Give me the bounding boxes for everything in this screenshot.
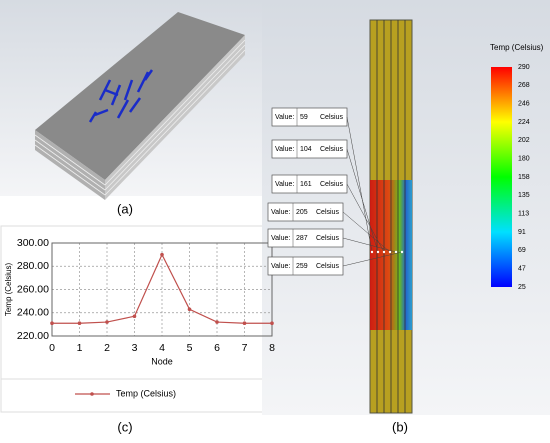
x-tick-label: 2 — [104, 342, 110, 354]
y-tick-label: 220.00 — [17, 330, 49, 342]
colorbar-tick: 246 — [518, 101, 530, 108]
probe-label: Value: — [275, 146, 294, 153]
x-tick-label: 8 — [269, 342, 275, 354]
probe-leader — [346, 148, 379, 253]
x-axis-label: Node — [151, 356, 173, 366]
colorbar-tick: 69 — [518, 247, 526, 254]
colorbar-tick: 180 — [518, 156, 530, 163]
y-tick-label: 280.00 — [17, 260, 49, 272]
chart-frame — [0, 225, 270, 413]
colorbar — [491, 67, 512, 287]
heat-source-arrows — [88, 69, 154, 123]
probe-point — [394, 250, 398, 254]
probe-label: Value: — [271, 263, 290, 270]
probe-unit: Celsius — [316, 263, 339, 270]
probe-label: Value: — [275, 114, 294, 121]
probe-unit: Celsius — [316, 209, 339, 216]
point — [105, 320, 109, 324]
colorbar-tick: 113 — [518, 211, 529, 218]
legend-marker — [90, 392, 94, 396]
x-tick-label: 7 — [242, 342, 248, 354]
panel-label: (a) — [117, 201, 133, 216]
x-tick-label: 0 — [49, 342, 55, 354]
probe-point — [400, 250, 404, 254]
probe-value: 259 — [296, 263, 308, 270]
colorbar-tick: 268 — [518, 82, 530, 89]
point — [187, 307, 192, 312]
colorbar-title: Temp (Celsius) — [490, 43, 544, 52]
probe-unit: Celsius — [320, 146, 343, 153]
y-tick-label: 300.00 — [17, 237, 49, 249]
colorbar-tick: 202 — [518, 137, 530, 144]
probe-point — [370, 250, 374, 254]
probe-point — [388, 250, 392, 254]
point — [50, 321, 54, 326]
probe-point — [382, 250, 386, 254]
colorbar-tick: 91 — [518, 229, 526, 236]
colorbar-tick: 290 — [518, 64, 530, 71]
probe-leader — [342, 251, 403, 267]
x-tick-label: 1 — [77, 342, 83, 354]
point — [215, 320, 219, 324]
plot-border — [51, 242, 273, 337]
probe-label: Value: — [271, 209, 290, 216]
probe-value: 287 — [296, 235, 308, 242]
legend-label: Temp (Celsius) — [116, 388, 176, 398]
slab-top — [35, 12, 245, 180]
probe-value: 161 — [300, 181, 312, 188]
point — [160, 252, 164, 257]
probe-leader — [342, 211, 391, 253]
probe-leader — [346, 183, 385, 253]
plate-lines — [376, 20, 406, 413]
probe-leader — [342, 237, 397, 253]
probe-value: 205 — [296, 209, 308, 216]
y-axis-label: Temp (Celsius) — [4, 262, 13, 316]
probe-label: Value: — [275, 181, 294, 188]
point — [77, 321, 82, 326]
probe-unit: Celsius — [320, 114, 343, 121]
panel-label: (b) — [392, 419, 408, 434]
x-tick-label: 5 — [187, 342, 193, 354]
point — [132, 314, 137, 319]
colorbar-tick: 135 — [518, 192, 530, 199]
probe-leader — [346, 116, 373, 253]
x-tick-label: 6 — [214, 342, 220, 354]
y-tick-label: 260.00 — [17, 283, 49, 295]
x-tick-label: 4 — [159, 342, 165, 354]
probe-unit: Celsius — [316, 235, 339, 242]
probe-label: Value: — [271, 235, 290, 242]
colorbar-tick: 25 — [518, 284, 526, 291]
y-tick-label: 240.00 — [17, 307, 49, 319]
colorbar-tick: 224 — [518, 119, 530, 126]
probe-point — [376, 250, 380, 254]
colorbar-tick: 158 — [518, 174, 530, 181]
colorbar-tick: 47 — [518, 266, 526, 273]
probe-unit: Celsius — [320, 181, 343, 188]
panel-label: (c) — [117, 419, 132, 434]
x-tick-label: 3 — [132, 342, 138, 354]
point — [242, 321, 247, 326]
probe-value: 104 — [300, 146, 312, 153]
point — [270, 321, 274, 326]
probe-value: 59 — [300, 114, 308, 121]
layers — [34, 39, 246, 196]
